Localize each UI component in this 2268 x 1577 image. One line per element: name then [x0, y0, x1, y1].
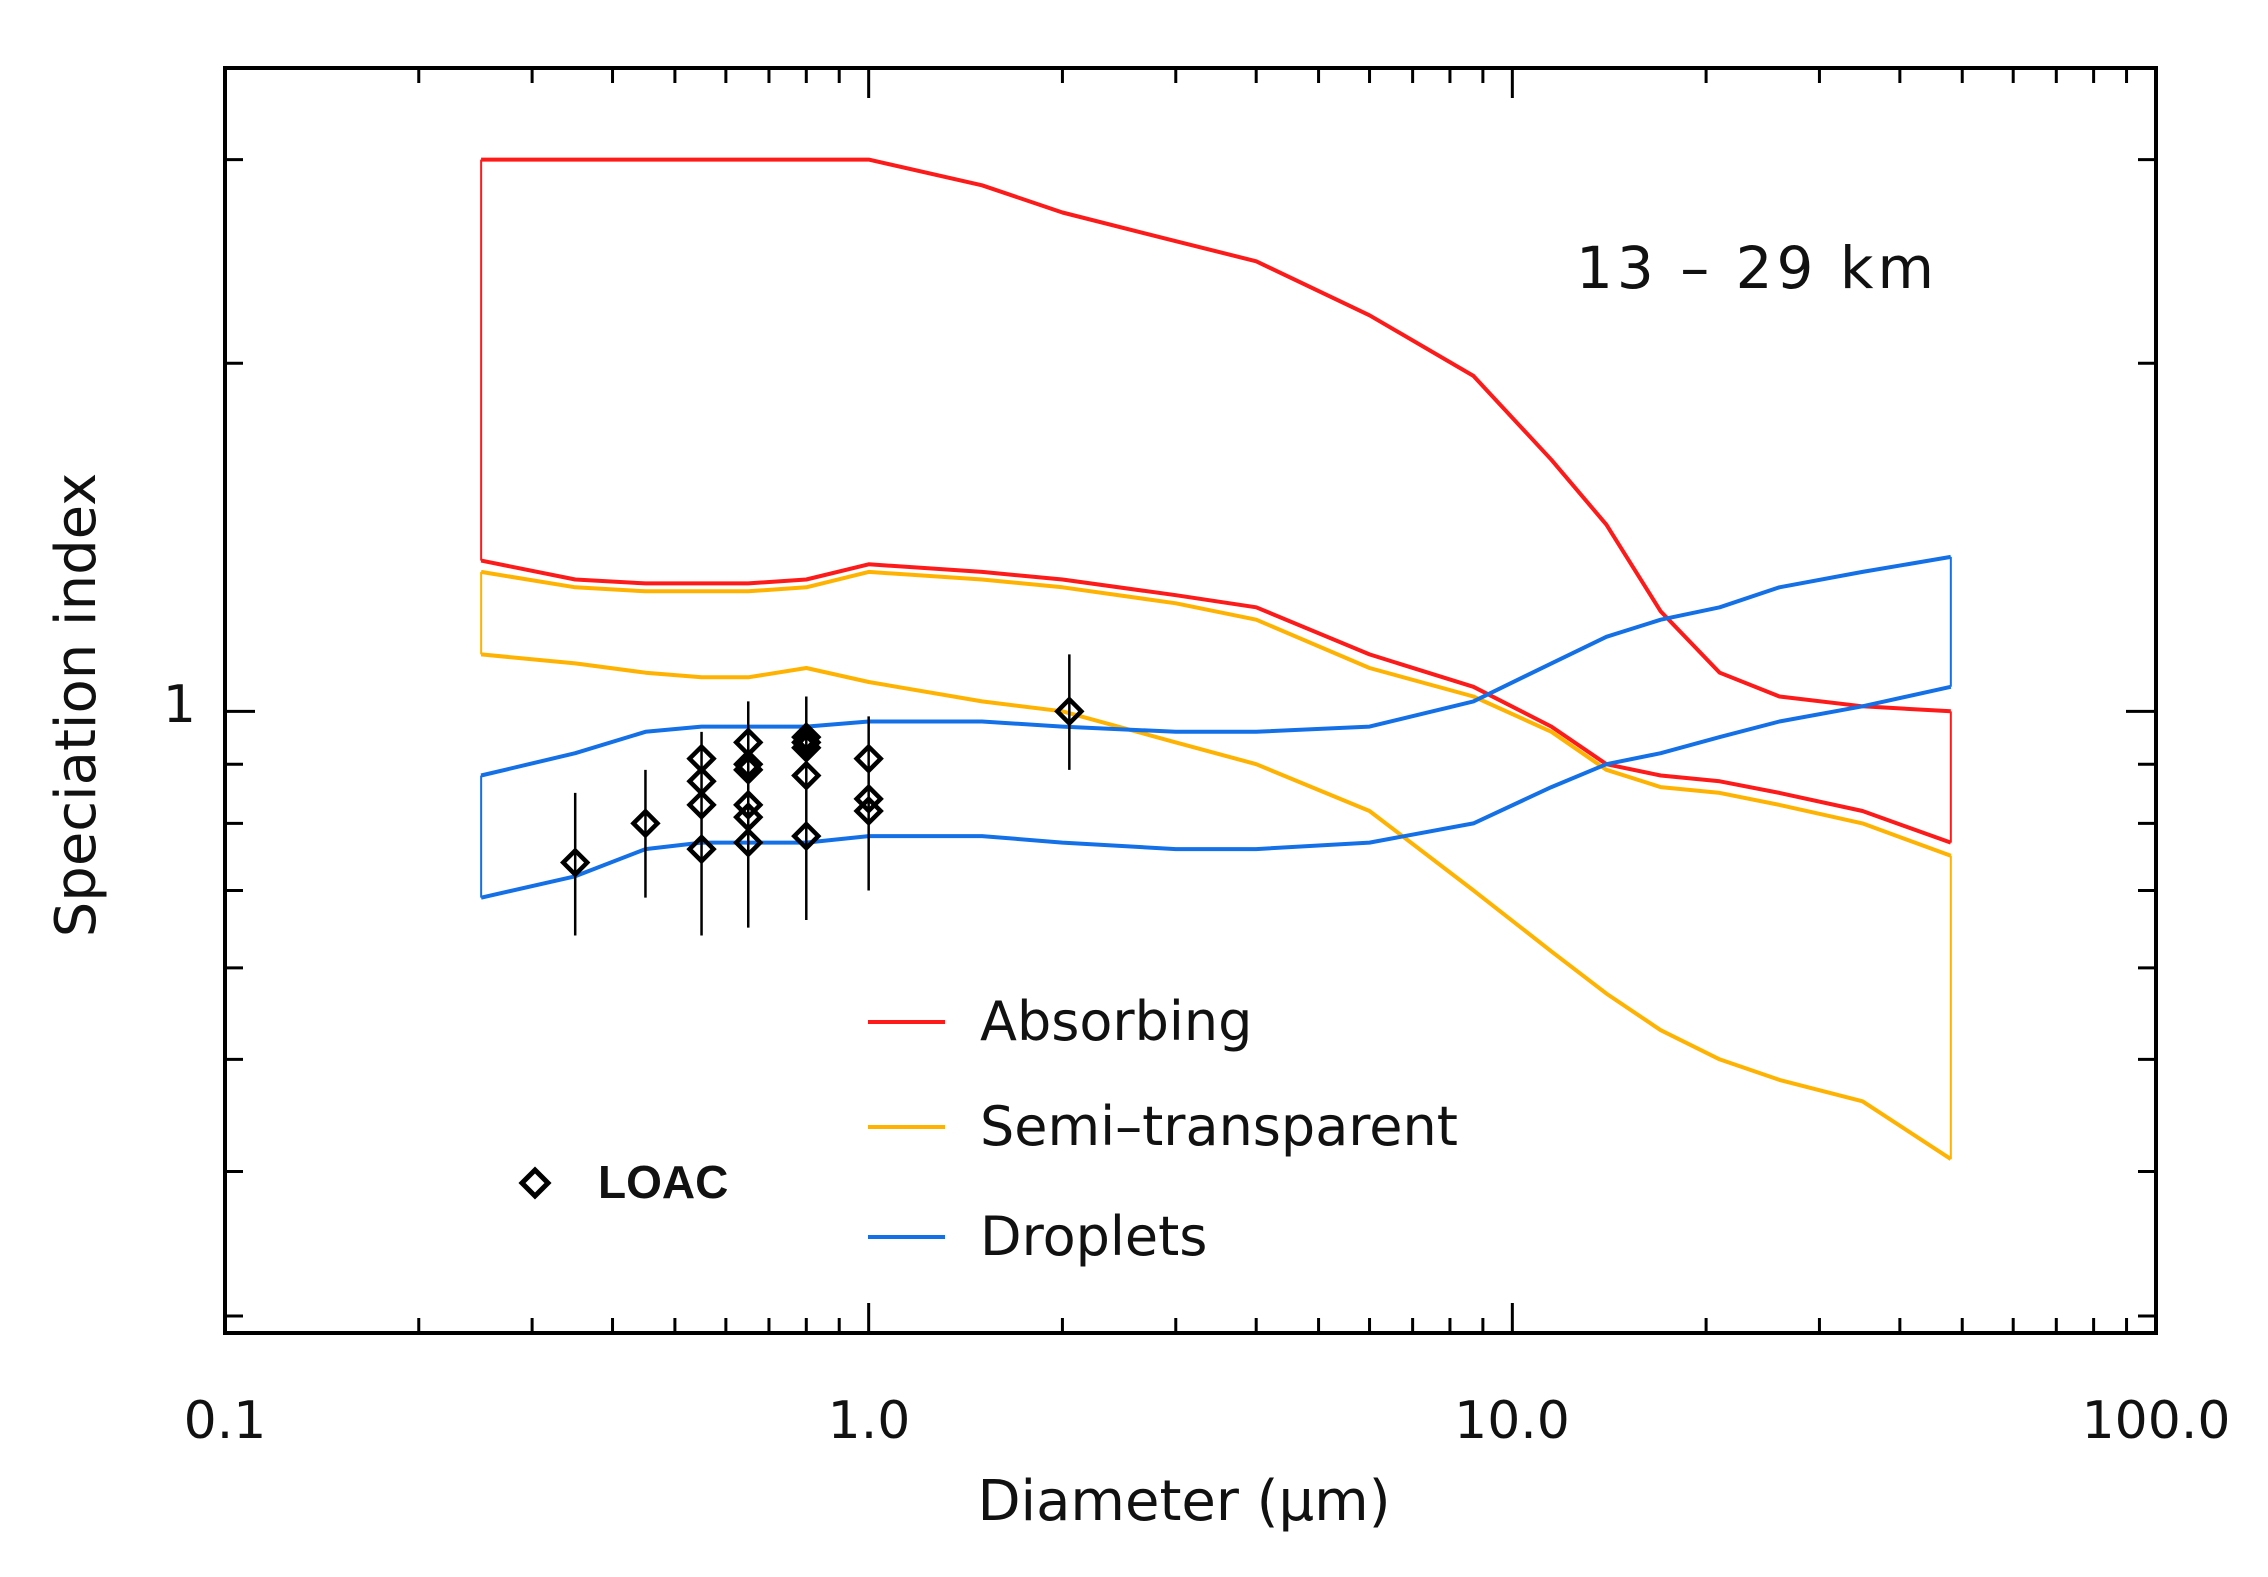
plot-area: [480, 157, 1952, 1161]
loac-point: [630, 808, 661, 839]
series-semi-lower-line: [480, 652, 1952, 1161]
loac-point: [1054, 696, 1085, 727]
legend-label-droplets: Droplets: [980, 1205, 1207, 1268]
y-axis-title: Speciation index: [44, 473, 109, 938]
loac-point: [686, 833, 717, 865]
legend-label-loac: LOAC: [598, 1156, 728, 1208]
series-absorbing-upper-line: [481, 157, 1951, 714]
loac-point: [733, 789, 764, 821]
loac-point: [791, 820, 822, 852]
loac-point: [791, 721, 822, 753]
loac-point: [733, 801, 764, 833]
series-droplets-upper-line: [480, 554, 1952, 778]
loac-point: [853, 783, 884, 815]
series-semi-upper-line: [480, 569, 1952, 858]
loac-point: [733, 749, 764, 780]
loac-point: [686, 766, 717, 797]
x-tick-labels: 0.1 1.0 10.0 100.0: [184, 1391, 2231, 1451]
loac-point: [853, 795, 884, 827]
loac-data-layer: [560, 654, 1085, 936]
series-layer: [480, 157, 1952, 1161]
loac-point: [560, 847, 591, 878]
loac-point: [733, 827, 764, 858]
altitude-range-annotation: 13 – 29 km: [1576, 234, 1938, 302]
loac-point: [733, 727, 764, 758]
series-absorbing-lower-line: [480, 558, 1952, 845]
legend-label-semi-transparent: Semi–transparent: [980, 1095, 1458, 1158]
loac-point: [686, 789, 717, 821]
plot-frame: [223, 66, 2158, 1335]
x-tick-label-3: 100.0: [2082, 1391, 2231, 1451]
legend-marker-loac: [518, 1166, 552, 1200]
loac-point: [853, 743, 884, 774]
y-tick-label-1: 1: [163, 675, 196, 735]
x-axis-title: Diameter (μm): [977, 1469, 1390, 1534]
x-tick-label-2: 10.0: [1454, 1391, 1570, 1451]
legend: Absorbing Semi–transparent Droplets LOAC: [518, 990, 1458, 1268]
legend-label-absorbing: Absorbing: [980, 990, 1252, 1053]
x-tick-label-1: 1.0: [828, 1391, 911, 1451]
loac-point: [686, 743, 717, 774]
loac-point: [791, 760, 822, 791]
x-tick-label-0: 0.1: [184, 1391, 267, 1451]
